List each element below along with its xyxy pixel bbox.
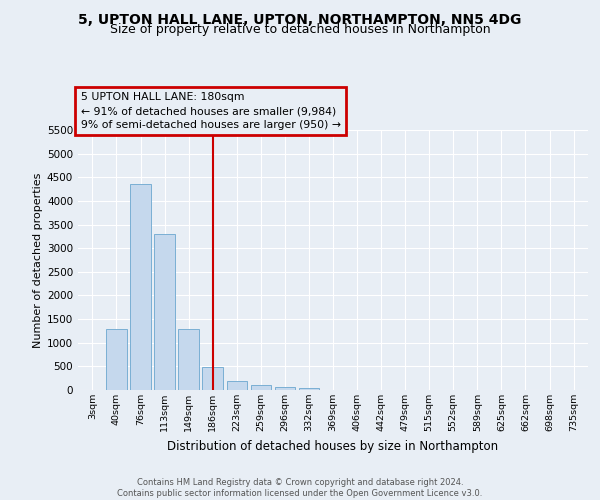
Bar (130, 184, 151, 390)
Bar (106, 330, 127, 390)
Bar (178, 328, 199, 390)
Bar (299, 388, 319, 390)
Text: Contains HM Land Registry data © Crown copyright and database right 2024.
Contai: Contains HM Land Registry data © Crown c… (118, 478, 482, 498)
Bar (251, 386, 271, 390)
Y-axis label: Number of detached properties: Number of detached properties (33, 172, 43, 348)
Text: Size of property relative to detached houses in Northampton: Size of property relative to detached ho… (110, 22, 490, 36)
Text: 5 UPTON HALL LANE: 180sqm
← 91% of detached houses are smaller (9,984)
9% of sem: 5 UPTON HALL LANE: 180sqm ← 91% of detac… (80, 92, 341, 130)
Bar (227, 380, 247, 390)
Bar (275, 387, 295, 390)
Text: 5, UPTON HALL LANE, UPTON, NORTHAMPTON, NN5 4DG: 5, UPTON HALL LANE, UPTON, NORTHAMPTON, … (79, 12, 521, 26)
Bar (202, 368, 223, 390)
X-axis label: Distribution of detached houses by size in Northampton: Distribution of detached houses by size … (167, 440, 499, 452)
Bar (154, 234, 175, 390)
